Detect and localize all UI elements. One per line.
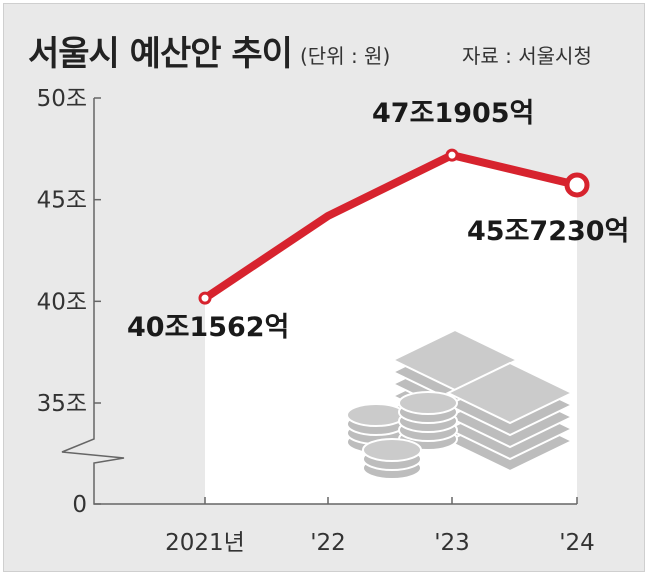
unit-note: (단위 : 원) bbox=[300, 44, 391, 68]
chart-title: 서울시 예산안 추이 bbox=[28, 34, 293, 74]
y-axis: 0 35조 40조 45조 50조 bbox=[37, 86, 577, 518]
coin-stacks-icon bbox=[346, 328, 575, 480]
x-tick-label: '24 bbox=[559, 530, 595, 556]
data-point bbox=[564, 172, 590, 198]
series-line bbox=[201, 151, 581, 303]
data-label: 45조7230억 bbox=[467, 216, 629, 247]
data-label: 47조1905억 bbox=[372, 98, 534, 129]
x-tick-label: '23 bbox=[434, 530, 470, 556]
data-point bbox=[198, 291, 212, 305]
y-tick-label: 45조 bbox=[37, 188, 87, 214]
source-note: 자료 : 서울시청 bbox=[462, 44, 592, 68]
data-point bbox=[445, 148, 459, 162]
series-line-layer bbox=[198, 148, 590, 305]
y-tick-label: 40조 bbox=[37, 289, 87, 315]
y-tick-label: 50조 bbox=[37, 86, 87, 112]
data-label-layer: 40조1562억 47조1905억 45조7230억 bbox=[127, 98, 629, 343]
data-label: 40조1562억 bbox=[127, 312, 289, 343]
y-tick-label: 0 bbox=[72, 492, 87, 518]
x-tick-label: '22 bbox=[310, 530, 346, 556]
x-tick-label: 2021년 bbox=[165, 530, 245, 556]
y-tick-label: 35조 bbox=[37, 391, 87, 417]
x-axis-ticks: 2021년 '22 '23 '24 bbox=[165, 497, 595, 556]
